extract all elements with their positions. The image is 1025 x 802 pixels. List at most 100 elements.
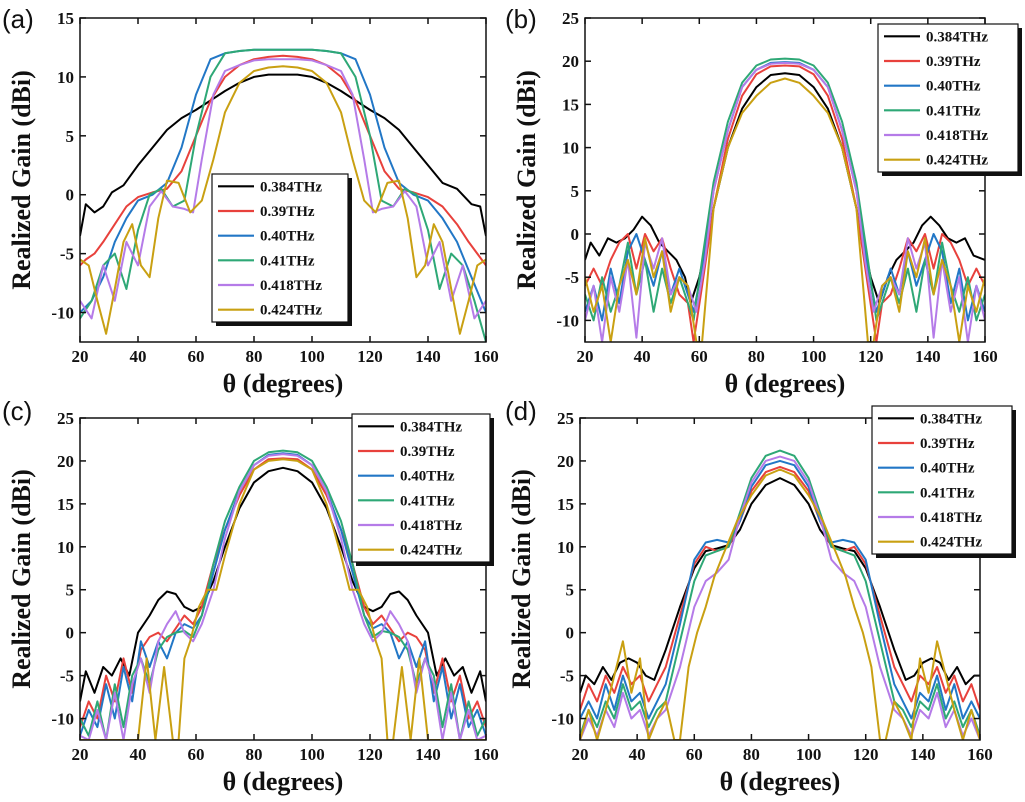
series-line-0.424THz — [80, 65, 486, 335]
series-line-0.424THz — [585, 77, 985, 342]
legend-label: 0.39THz — [926, 54, 981, 70]
x-tick-label: 120 — [357, 745, 383, 764]
series-line-0.418THz — [580, 455, 980, 740]
x-tick-label: 80 — [748, 347, 765, 366]
y-axis-title: Realized Gain (dBi) — [507, 469, 536, 689]
legend-label: 0.384THz — [400, 419, 462, 435]
series-line-0.418THz — [585, 61, 985, 342]
legend-label: 0.41THz — [400, 493, 455, 509]
plot-frame — [79, 417, 487, 741]
y-tick-label: -5 — [60, 245, 74, 264]
x-tick-label: 160 — [967, 745, 993, 764]
x-tick-label: 60 — [691, 347, 708, 366]
chart-panel-a: 20 40 60 80 100 120 140 160 -10 -5 0 5 10 15 θ (degree… — [2, 4, 499, 398]
x-tick-label: 140 — [415, 347, 441, 366]
x-tick-label: 80 — [246, 347, 263, 366]
legend-label: 0.384THz — [920, 411, 982, 427]
legend: 0.384THz 0.39THz 0.40THz 0.41THz 0.418THz 0.4… — [351, 413, 494, 566]
x-tick-label: 20 — [572, 745, 589, 764]
x-tick-label: 20 — [577, 347, 594, 366]
series-line-0.39THz — [80, 54, 486, 267]
legend-label: 0.39THz — [920, 436, 975, 452]
x-axis-title: θ (degrees) — [720, 767, 841, 796]
legend: 0.384THz 0.39THz 0.40THz 0.41THz 0.418THz 0.4… — [877, 23, 1022, 176]
y-tick-label: 15 — [57, 495, 74, 514]
legend-label: 0.40THz — [926, 79, 981, 95]
x-tick-label: 40 — [634, 347, 651, 366]
y-tick-label: 20 — [57, 452, 74, 471]
y-tick-label: -10 — [551, 710, 574, 729]
y-axis-title: Realized Gain (dBi) — [512, 70, 541, 290]
x-tick-label: 100 — [299, 745, 325, 764]
x-tick-label: 140 — [910, 745, 936, 764]
y-tick-label: -10 — [51, 710, 74, 729]
series-line-0.41THz — [80, 48, 486, 342]
y-tick-label: 0 — [571, 225, 580, 244]
y-tick-label: 5 — [566, 581, 575, 600]
x-tick-label: 40 — [130, 745, 147, 764]
y-tick-label: 15 — [557, 495, 574, 514]
legend-label: 0.40THz — [920, 461, 975, 477]
x-axis-title: θ (degrees) — [223, 369, 344, 398]
x-tick-label: 60 — [188, 347, 205, 366]
series-line-0.41THz — [580, 449, 980, 737]
y-tick-label: -5 — [60, 667, 74, 686]
y-tick-label: 10 — [562, 139, 579, 158]
y-axis-title: Realized Gain (dBi) — [7, 70, 36, 290]
legend-label: 0.424THz — [260, 303, 322, 319]
legend-label: 0.384THz — [260, 179, 322, 195]
x-tick-label: 60 — [188, 745, 205, 764]
legend-box — [211, 173, 349, 323]
legend-label: 0.424THz — [920, 535, 982, 551]
legend: 0.384THz 0.39THz 0.40THz 0.41THz 0.418THz 0.4… — [871, 405, 1016, 558]
legend: 0.384THz 0.39THz 0.40THz 0.41THz 0.418THz 0.4… — [211, 173, 352, 326]
x-tick-label: 100 — [299, 347, 325, 366]
legend-box — [877, 23, 1019, 173]
x-tick-label: 40 — [130, 347, 147, 366]
chart-panel-b: 20 40 60 80 100 120 140 160 -10 -5 0 5 10 15 20 25 θ (de… — [505, 4, 1022, 398]
y-tick-label: -5 — [560, 667, 574, 686]
series-line-0.418THz — [80, 58, 486, 320]
series-line-0.418THz — [80, 453, 486, 740]
y-tick-label: 0 — [66, 624, 75, 643]
panel-letter: (c) — [2, 396, 32, 426]
series-line-0.40THz — [580, 459, 980, 720]
legend-label: 0.39THz — [260, 204, 315, 220]
legend-label: 0.39THz — [400, 444, 455, 460]
y-axis-title: Realized Gain (dBi) — [7, 469, 36, 689]
x-tick-label: 160 — [473, 745, 499, 764]
legend-label: 0.418THz — [400, 518, 462, 534]
y-tick-label: 5 — [66, 581, 75, 600]
series-line-0.424THz — [580, 468, 980, 740]
panel-letter: (d) — [505, 396, 537, 426]
x-tick-label: 120 — [853, 745, 879, 764]
chart-panel-c: 20 40 60 80 100 120 140 160 -10 -5 0 5 10 15 20 25 θ (de… — [2, 396, 499, 796]
y-tick-label: 15 — [57, 9, 74, 28]
x-tick-label: 160 — [972, 347, 998, 366]
y-tick-label: 10 — [557, 538, 574, 557]
x-tick-label: 100 — [801, 347, 827, 366]
y-tick-label: 20 — [562, 52, 579, 71]
series-line-0.424THz — [80, 458, 486, 740]
x-tick-label: 60 — [686, 745, 703, 764]
x-tick-label: 20 — [72, 347, 89, 366]
y-tick-label: 15 — [562, 95, 579, 114]
legend-box — [871, 405, 1013, 555]
x-tick-label: 80 — [743, 745, 760, 764]
legend-label: 0.40THz — [260, 229, 315, 245]
series-line-0.39THz — [585, 64, 985, 342]
y-tick-label: -10 — [556, 311, 579, 330]
x-tick-label: 120 — [357, 347, 383, 366]
chart-panel-d: 20 40 60 80 100 120 140 160 -10 -5 0 5 10 15 20 25 θ (de… — [505, 396, 1016, 796]
x-axis-title: θ (degrees) — [725, 369, 846, 398]
y-tick-label: 25 — [57, 409, 74, 428]
y-tick-label: -5 — [565, 268, 579, 287]
legend-label: 0.41THz — [920, 485, 975, 501]
plot-frame — [584, 17, 986, 343]
legend-label: 0.41THz — [260, 253, 315, 269]
y-tick-label: 0 — [566, 624, 575, 643]
panel-letter: (b) — [505, 4, 537, 34]
x-tick-label: 20 — [72, 745, 89, 764]
series-line-0.384THz — [580, 477, 980, 694]
